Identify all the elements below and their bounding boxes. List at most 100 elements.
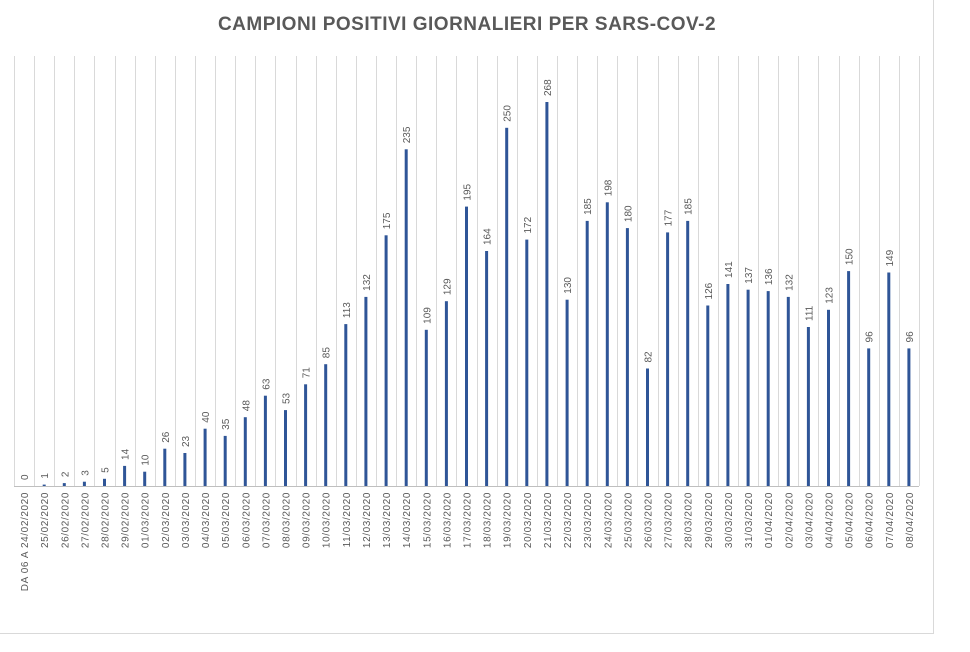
data-label: 180 (623, 205, 634, 222)
data-label: 149 (885, 249, 896, 266)
data-label: 14 (121, 448, 132, 460)
bar (847, 271, 851, 486)
bar (284, 410, 287, 486)
x-tick-label: 26/02/2020 (60, 492, 71, 548)
data-label: 198 (603, 179, 614, 196)
data-label: 96 (905, 331, 916, 343)
bar (82, 481, 86, 486)
data-label: 150 (845, 248, 856, 265)
x-tick-label: 01/04/2020 (764, 492, 775, 548)
data-label: 40 (201, 411, 212, 423)
x-tick-label: 31/03/2020 (744, 492, 755, 548)
bar (364, 296, 368, 486)
x-tick-label: 18/03/2020 (483, 492, 494, 548)
x-tick-label: 02/04/2020 (784, 492, 795, 548)
x-tick-label: 28/02/2020 (101, 492, 112, 548)
x-tick-label: 02/03/2020 (161, 492, 172, 548)
bar (746, 289, 750, 486)
x-tick-label: 06/03/2020 (241, 492, 252, 548)
x-tick-label: 08/04/2020 (905, 492, 916, 548)
data-label: 53 (282, 392, 293, 404)
x-tick-label: 05/04/2020 (845, 492, 856, 548)
data-label: 109 (422, 307, 433, 324)
x-tick-label: 11/03/2020 (342, 492, 353, 547)
bar (625, 228, 629, 486)
data-label: 35 (221, 418, 232, 430)
bar (686, 220, 690, 486)
bar (766, 291, 770, 486)
data-label: 177 (664, 209, 675, 226)
data-label: 136 (764, 268, 775, 285)
bar (605, 202, 609, 487)
x-tick-label: 06/04/2020 (865, 492, 876, 548)
data-label: 129 (442, 278, 453, 295)
x-tick-label: 22/03/2020 (563, 492, 574, 548)
bar (786, 296, 790, 486)
data-label: 132 (784, 274, 795, 291)
bar (525, 239, 529, 486)
x-tick-label: 23/03/2020 (583, 492, 594, 548)
bar (485, 251, 489, 486)
data-label: 185 (684, 198, 695, 215)
data-label: 26 (161, 431, 172, 443)
data-label: 185 (583, 198, 594, 215)
data-label: 63 (261, 378, 272, 390)
data-label: 195 (463, 183, 474, 200)
bar (907, 348, 911, 486)
bar (444, 301, 448, 486)
bar (183, 453, 187, 486)
bar (545, 102, 549, 486)
data-label: 5 (101, 467, 112, 473)
bar (585, 220, 589, 486)
data-label: 175 (382, 212, 393, 229)
x-tick-label: 17/03/2020 (463, 492, 474, 548)
bar (565, 299, 569, 486)
bar (223, 435, 227, 486)
data-label: 141 (724, 261, 735, 278)
bar (806, 327, 810, 486)
chart-title: CAMPIONI POSITIVI GIORNALIERI PER SARS-C… (217, 14, 717, 35)
data-label: 48 (241, 400, 252, 412)
data-label: 268 (543, 79, 554, 96)
data-label: 130 (563, 277, 574, 294)
x-tick-label: 21/03/2020 (543, 492, 554, 548)
x-tick-label: 19/03/2020 (503, 492, 514, 548)
x-tick-label: 25/03/2020 (623, 492, 634, 548)
x-tick-label: 04/03/2020 (201, 492, 212, 548)
chart-frame (0, 0, 934, 634)
x-tick-label: 24/03/2020 (603, 492, 614, 548)
x-tick-label: 27/03/2020 (664, 492, 675, 548)
bar (42, 484, 46, 486)
bar (344, 324, 348, 486)
bar (384, 235, 388, 486)
data-label: 235 (402, 126, 413, 143)
x-tick-label: 07/04/2020 (885, 492, 896, 548)
x-tick-label: 01/03/2020 (141, 492, 152, 548)
bar (424, 329, 428, 486)
data-label: 82 (644, 351, 655, 363)
x-tick-label: 09/03/2020 (302, 492, 313, 548)
data-label: 3 (80, 470, 91, 476)
data-label: 172 (523, 216, 534, 233)
x-tick-label: 30/03/2020 (724, 492, 735, 548)
data-label: 85 (322, 347, 333, 359)
data-label: 96 (865, 331, 876, 343)
bar (887, 272, 891, 486)
x-tick-label: 10/03/2020 (322, 492, 333, 548)
x-tick-label: DA 06 A 24/02/2020 (20, 492, 31, 591)
bar (304, 384, 308, 486)
bar (243, 417, 247, 486)
bar (163, 448, 167, 486)
bar (666, 232, 670, 486)
data-label: 164 (483, 228, 494, 245)
data-label: 10 (141, 454, 152, 466)
x-tick-label: 29/02/2020 (121, 492, 132, 548)
data-label: 23 (181, 435, 192, 447)
data-label: 2 (60, 471, 71, 477)
x-tick-label: 14/03/2020 (402, 492, 413, 548)
bar (123, 465, 127, 486)
x-tick-label: 12/03/2020 (362, 492, 373, 548)
data-label: 126 (704, 282, 715, 299)
bar (143, 471, 147, 486)
